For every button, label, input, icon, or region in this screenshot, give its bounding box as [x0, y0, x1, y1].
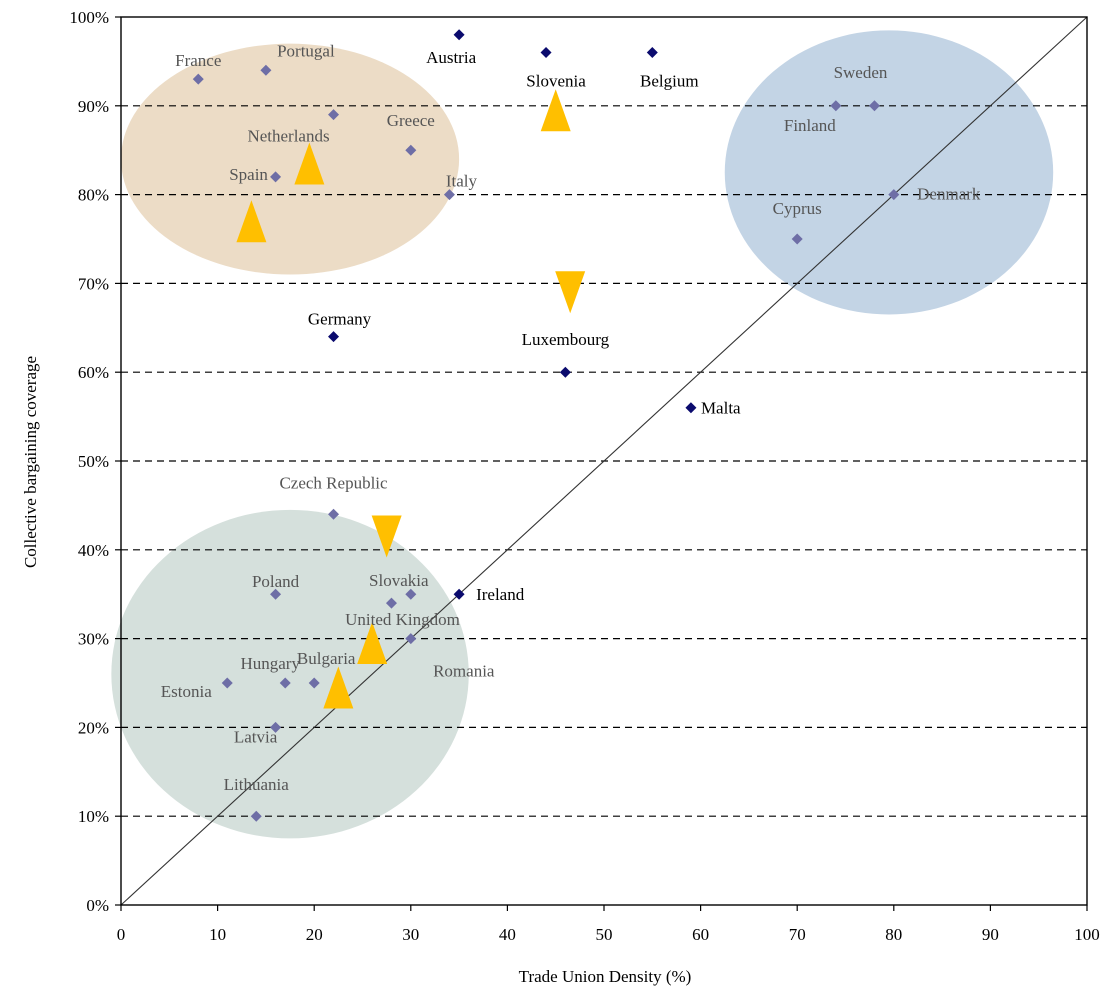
point-label-romania: Romania: [433, 662, 495, 681]
y-tick-label: 90%: [78, 97, 109, 116]
x-tick-label: 80: [885, 925, 902, 944]
cluster-east: [111, 509, 469, 839]
x-tick-label: 100: [1074, 925, 1100, 944]
point-slovenia: [540, 47, 552, 59]
point-austria: [453, 29, 465, 41]
x-tick-label: 50: [596, 925, 613, 944]
x-axis-title: Trade Union Density (%): [519, 967, 692, 986]
point-malta: [685, 402, 697, 414]
point-slovakia: [405, 588, 417, 600]
point-label-hungary: Hungary: [240, 654, 300, 673]
point-label-slovenia: Slovenia: [526, 72, 586, 91]
point-bulgaria: [308, 677, 320, 689]
point-label-ireland: Ireland: [476, 585, 525, 604]
point-label-malta: Malta: [701, 399, 741, 418]
arrow-up-marker: [236, 200, 267, 243]
cluster-south: [120, 43, 460, 275]
point-france: [192, 73, 204, 85]
x-tick-label: 60: [692, 925, 709, 944]
point-ireland: [453, 588, 465, 600]
point-label-bulgaria: Bulgaria: [297, 649, 356, 668]
point-label-sweden: Sweden: [834, 63, 888, 82]
point-label-layer: France Portugal Netherlands Greece Spain Ital…: [161, 41, 981, 794]
arrow-down-marker: [555, 271, 586, 314]
point-czech-republic: [328, 508, 340, 520]
point-italy: [443, 189, 455, 201]
point-latvia: [270, 721, 282, 733]
x-tick-label: 70: [789, 925, 806, 944]
y-tick-label: 40%: [78, 541, 109, 560]
point-cyprus: [791, 233, 803, 245]
point-finland: [830, 100, 842, 112]
point-spain: [270, 171, 282, 183]
point-label-spain: Spain: [229, 165, 268, 184]
cluster-layer: [111, 30, 1054, 839]
point-hungary: [279, 677, 291, 689]
x-tick-label: 20: [306, 925, 323, 944]
point-label-slovakia: Slovakia: [369, 571, 429, 590]
x-tick-label: 30: [402, 925, 419, 944]
point-label-belgium: Belgium: [640, 72, 699, 91]
point-lithuania: [250, 810, 262, 822]
x-tick-label: 0: [117, 925, 126, 944]
point-label-denmark: Denmark: [917, 185, 981, 204]
x-tick-label: 10: [209, 925, 226, 944]
point-label-italy: Italy: [446, 172, 478, 191]
point-germany: [328, 331, 340, 343]
y-tick-label: 20%: [78, 718, 109, 737]
point-label-estonia: Estonia: [161, 682, 212, 701]
arrow-down-marker: [371, 515, 402, 558]
point-label-finland: Finland: [784, 116, 836, 135]
point-denmark: [888, 189, 900, 201]
point-label-portugal: Portugal: [277, 41, 335, 60]
point-estonia: [221, 677, 233, 689]
point-layer: [192, 29, 900, 822]
y-tick-label: 80%: [78, 186, 109, 205]
point-label-lithuania: Lithuania: [224, 775, 290, 794]
point-netherlands: [328, 109, 340, 121]
point-label-netherlands: Netherlands: [247, 127, 329, 146]
arrow-up-marker: [323, 666, 354, 709]
y-tick-label: 30%: [78, 630, 109, 649]
point-label-luxembourg: Luxembourg: [522, 330, 610, 349]
arrow-up-marker: [357, 622, 388, 665]
point-portugal: [260, 64, 272, 76]
y-tick-label: 50%: [78, 452, 109, 471]
point-greece: [405, 144, 417, 156]
point-label-latvia: Latvia: [234, 727, 278, 746]
cluster-nordic: [724, 30, 1054, 315]
point-luxembourg: [559, 366, 571, 378]
x-tick-label: 40: [499, 925, 516, 944]
y-tick-label: 100%: [69, 8, 109, 27]
point-label-germany: Germany: [308, 310, 372, 329]
tick-layer: 0 10 20 30 40 50 60 70 80 90 100 0% 10% 20% 30% 40% 50% 6…: [69, 8, 1099, 944]
point-sweden: [868, 100, 880, 112]
arrow-up-marker: [294, 142, 325, 185]
point-label-united-kingdom: United Kingdom: [345, 610, 460, 629]
point-label-czech-republic: Czech Republic: [279, 473, 388, 492]
diagonal-layer: [120, 16, 1088, 906]
point-romania: [405, 633, 417, 645]
point-label-greece: Greece: [387, 111, 435, 130]
point-label-france: France: [175, 51, 221, 70]
x-tick-label: 90: [982, 925, 999, 944]
point-label-austria: Austria: [426, 48, 477, 67]
y-tick-label: 10%: [78, 807, 109, 826]
point-united-kingdom: [385, 597, 397, 609]
y-axis-title: Collective bargaining coverage: [21, 356, 40, 568]
y-tick-label: 60%: [78, 363, 109, 382]
arrow-layer: [236, 89, 586, 709]
point-belgium: [646, 47, 658, 59]
diagonal-line: [120, 16, 1088, 906]
point-poland: [270, 588, 282, 600]
point-label-poland: Poland: [252, 572, 300, 591]
y-tick-label: 70%: [78, 274, 109, 293]
point-label-cyprus: Cyprus: [773, 199, 822, 218]
y-tick-label: 0%: [86, 896, 109, 915]
arrow-up-marker: [540, 89, 571, 132]
